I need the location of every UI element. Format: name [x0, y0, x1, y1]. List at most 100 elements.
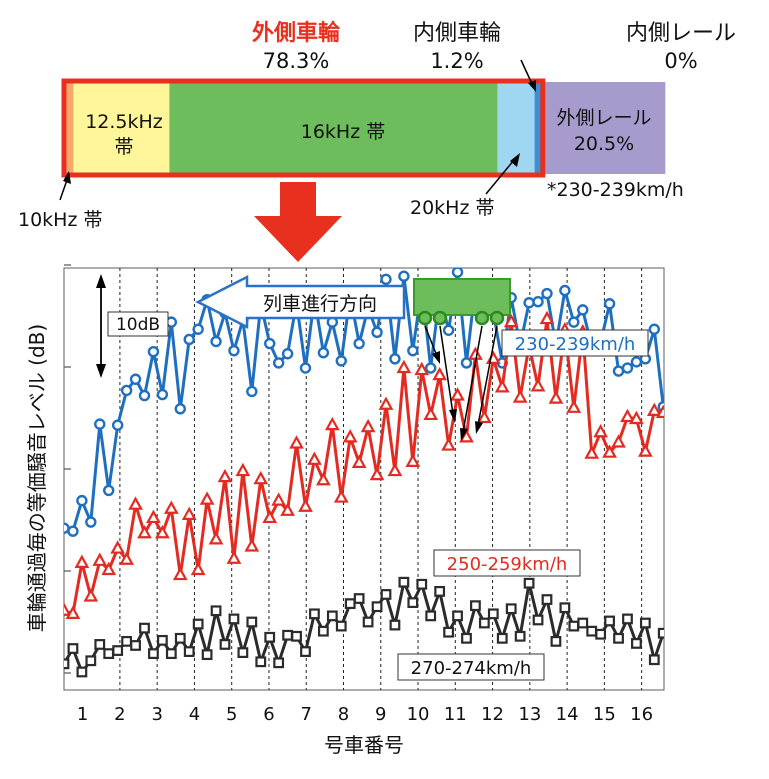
data-point — [121, 635, 133, 647]
data-point — [316, 471, 331, 486]
x-tick-label: 1 — [77, 704, 88, 725]
data-point — [335, 620, 347, 632]
data-point — [335, 355, 347, 367]
data-point — [503, 313, 519, 328]
data-point — [595, 628, 607, 640]
data-point — [64, 658, 70, 670]
data-point — [309, 608, 320, 620]
inner-rail-value: 0% — [664, 49, 697, 73]
data-point — [190, 561, 206, 576]
legend-box-230 — [501, 329, 649, 357]
x-tick-label: 16 — [630, 704, 653, 725]
data-point — [83, 588, 99, 602]
data-point — [273, 657, 285, 669]
scale-label-box — [107, 311, 169, 337]
data-point — [461, 632, 472, 644]
data-point — [398, 576, 410, 588]
data-point — [281, 348, 294, 360]
data-point — [443, 626, 454, 638]
inner-wheel-pointer-head — [528, 80, 536, 92]
data-point — [613, 632, 624, 644]
data-point — [165, 648, 177, 660]
data-point — [344, 598, 356, 610]
data-point — [530, 378, 546, 392]
data-point — [371, 326, 383, 339]
x-tick-labels: 1 2 3 4 5 6 7 8 9 10 11 12 13 14 15 16 — [77, 704, 653, 725]
data-point — [459, 429, 474, 443]
x-tick-label: 4 — [189, 704, 200, 725]
data-point — [586, 625, 598, 637]
data-point — [172, 566, 188, 581]
data-point — [264, 631, 276, 643]
outer-rail-value: 20.5% — [574, 133, 634, 155]
data-point — [333, 489, 349, 503]
series-label-230-239: 230-239km/h — [515, 334, 636, 355]
data-point — [226, 550, 242, 564]
data-point — [291, 630, 302, 642]
data-point — [246, 385, 258, 398]
band-16khz-label: 16kHz 帯 — [301, 121, 385, 143]
data-point — [629, 410, 644, 425]
data-point — [119, 551, 134, 565]
inner-wheel-value: 1.2% — [430, 49, 483, 73]
x-tick-label: 2 — [114, 704, 125, 725]
data-point — [434, 585, 446, 597]
data-point — [148, 648, 159, 660]
data-point — [371, 601, 383, 613]
scale-arrow-up-icon — [96, 274, 106, 288]
data-point — [621, 362, 634, 374]
data-point — [523, 297, 535, 309]
data-point — [603, 298, 616, 310]
data-point — [646, 402, 662, 416]
y-axis-label: 車輪通過毎の等価騒音レベル (dB) — [25, 324, 49, 632]
data-point — [317, 347, 330, 359]
data-point — [611, 434, 626, 448]
x-tick-label: 12 — [481, 704, 504, 725]
data-point — [639, 617, 651, 629]
data-point — [494, 379, 510, 393]
segment-16kHz — [169, 82, 498, 174]
x-tick-label: 3 — [151, 704, 162, 725]
x-tick-label: 6 — [263, 704, 274, 725]
data-point — [353, 337, 365, 350]
data-point — [638, 443, 653, 457]
data-point — [460, 357, 473, 369]
data-point — [593, 423, 609, 438]
x-tick-label: 10 — [407, 704, 430, 725]
data-point — [407, 344, 419, 357]
band-12-5khz-label: 12.5kHz — [85, 111, 163, 133]
data-point — [432, 366, 448, 381]
data-point — [289, 435, 304, 449]
data-point — [532, 296, 544, 308]
data-point — [487, 608, 499, 620]
data-point — [396, 359, 412, 374]
data-point — [496, 632, 508, 644]
data-point — [112, 645, 124, 656]
y-ticks — [64, 264, 71, 674]
data-point — [655, 404, 664, 418]
data-point — [237, 647, 249, 658]
inner-rail-label: 内側レール — [626, 21, 736, 46]
x-tick-label: 11 — [444, 704, 467, 725]
data-point — [111, 419, 124, 431]
data-point — [568, 316, 580, 328]
data-point — [271, 492, 287, 506]
wheel-pointers — [424, 325, 498, 441]
direction-label: 列車進行方向 — [263, 293, 377, 315]
data-point — [146, 509, 161, 524]
data-point — [425, 610, 437, 622]
x-tick-label: 13 — [518, 704, 541, 725]
data-point — [602, 444, 617, 458]
data-point — [362, 616, 374, 628]
inner-wheel-pointer — [520, 59, 534, 87]
data-point — [64, 602, 72, 616]
data-point — [631, 638, 642, 649]
data-point — [541, 287, 553, 300]
band-10khz-pointer — [59, 179, 68, 201]
x-tick-label: 5 — [226, 704, 237, 725]
data-point — [548, 390, 564, 404]
x-tick-label: 8 — [338, 704, 349, 725]
direction-arrow-icon — [195, 274, 406, 330]
data-point — [282, 629, 294, 641]
data-point — [577, 617, 589, 629]
